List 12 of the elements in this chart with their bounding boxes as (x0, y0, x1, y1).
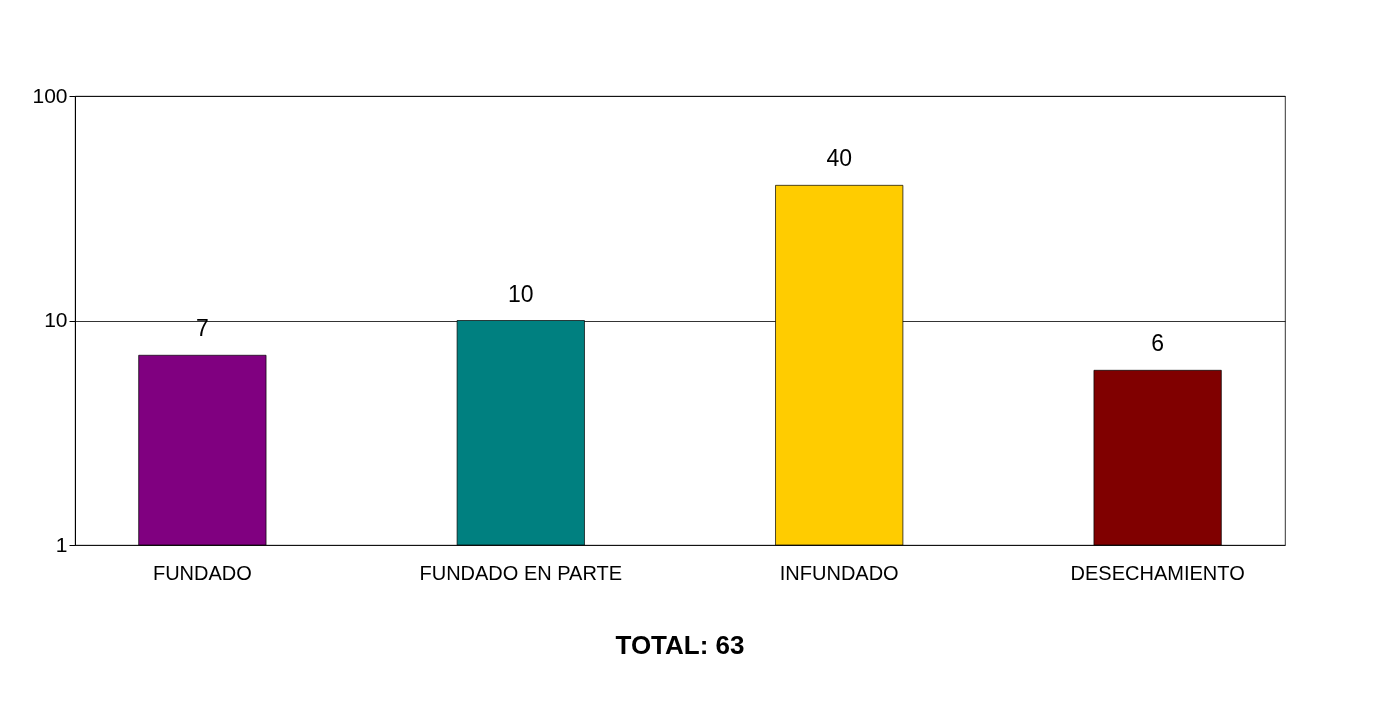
data-label: 7 (195, 315, 209, 342)
x-tick-label: FUNDADO (152, 561, 252, 584)
x-tick-label: DESECHAMIENTO (1070, 561, 1245, 584)
x-tick-label: INFUNDADO (779, 561, 899, 584)
y-tick-label: 1 (55, 532, 68, 556)
y-tick-label: 10 (44, 308, 68, 331)
x-tick-label: FUNDADO EN PARTE (419, 561, 623, 584)
text: TOTAL: 63 (615, 630, 745, 660)
data-label: 6 (1151, 330, 1165, 357)
data-label: 40 (826, 145, 853, 172)
data-label: 10 (507, 280, 534, 307)
y-tick-label: 100 (32, 83, 68, 107)
